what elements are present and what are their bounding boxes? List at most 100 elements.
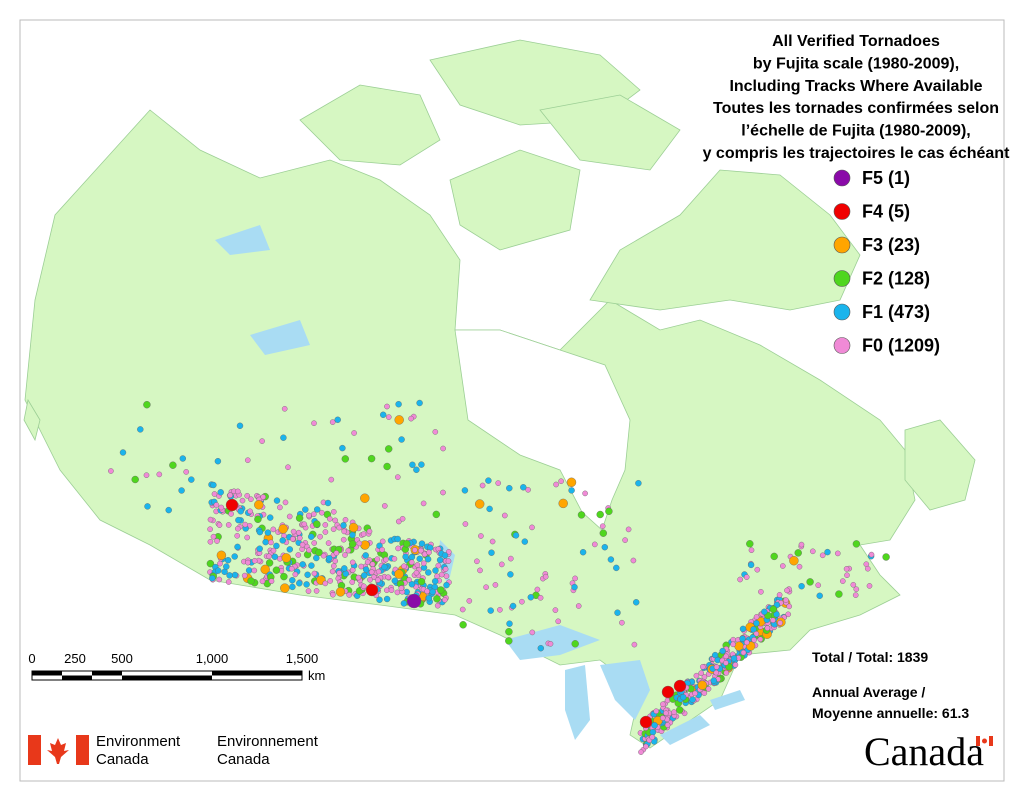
tornado-point bbox=[360, 531, 367, 537]
scale-unit: km bbox=[308, 668, 325, 683]
tornado-point bbox=[414, 562, 421, 568]
tornado-point bbox=[214, 567, 222, 574]
tornado-point bbox=[401, 563, 407, 570]
tornado-point bbox=[520, 484, 527, 491]
tornado-point bbox=[358, 563, 365, 570]
tornado-point bbox=[143, 401, 151, 409]
tornado-point bbox=[512, 532, 520, 539]
tornado-point bbox=[784, 587, 790, 594]
title-line: Toutes les tornades confirmées selon bbox=[713, 100, 999, 117]
tornado-point bbox=[505, 628, 513, 636]
tornado-point bbox=[234, 488, 241, 495]
tornado-point bbox=[810, 548, 816, 555]
tornado-point bbox=[730, 641, 736, 648]
flag-bar bbox=[976, 736, 980, 746]
tornado-point bbox=[295, 514, 304, 522]
tornado-point bbox=[479, 482, 486, 489]
tornado-point bbox=[272, 566, 281, 574]
tornado-point bbox=[334, 416, 341, 423]
tornado-point bbox=[391, 577, 398, 584]
tornado-point bbox=[214, 458, 222, 465]
tornado-point bbox=[306, 547, 312, 554]
average: Moyenne annuelle: 61.3 bbox=[812, 705, 969, 721]
tornado-point bbox=[260, 494, 267, 500]
land bbox=[23, 39, 976, 749]
tornado-point bbox=[285, 464, 291, 471]
tornado-point bbox=[798, 541, 805, 548]
tornado-point bbox=[475, 499, 485, 509]
tornado-point bbox=[317, 533, 323, 540]
tornado-point bbox=[527, 594, 534, 601]
tornado-point bbox=[239, 497, 246, 504]
tornado-point bbox=[277, 504, 283, 511]
tornado-point bbox=[865, 565, 871, 572]
tornado-point bbox=[384, 403, 390, 410]
tornado-point bbox=[660, 715, 666, 721]
lake bbox=[710, 690, 745, 710]
tornado-point bbox=[773, 611, 780, 618]
tornado-point bbox=[459, 606, 466, 613]
tornado-point bbox=[425, 594, 433, 602]
maple-leaf bbox=[47, 738, 69, 764]
tornado-point bbox=[575, 603, 582, 609]
tornado-point bbox=[498, 561, 505, 568]
tornado-point bbox=[268, 578, 275, 585]
title-line: l’échelle de Fujita (1980-2009), bbox=[741, 123, 970, 140]
wordmark-flag bbox=[976, 736, 993, 746]
tornado-point bbox=[280, 583, 290, 593]
tornado-point bbox=[207, 539, 214, 545]
tornado-point bbox=[558, 478, 564, 485]
tornado-point bbox=[840, 578, 846, 584]
flag-bar bbox=[989, 736, 993, 746]
tornado-point bbox=[322, 529, 329, 535]
tornado-point bbox=[398, 436, 405, 443]
tornado-point bbox=[383, 462, 391, 471]
tornado-point bbox=[364, 559, 371, 565]
tornado-point bbox=[234, 525, 241, 532]
tornado-point bbox=[388, 587, 395, 594]
tornado-point bbox=[739, 625, 747, 633]
tornado-point bbox=[245, 567, 253, 574]
tornado-point bbox=[278, 524, 288, 534]
tornado-point bbox=[619, 619, 625, 626]
tornado-point bbox=[326, 555, 333, 562]
tornado-point bbox=[429, 588, 436, 596]
legend-marker bbox=[833, 169, 851, 187]
tornado-point bbox=[394, 569, 404, 579]
tornado-point bbox=[420, 560, 427, 567]
tornado-point bbox=[210, 533, 217, 540]
tornado-point bbox=[605, 507, 613, 515]
tornado-point bbox=[441, 597, 448, 603]
tornado-point bbox=[330, 563, 337, 569]
tornado-point bbox=[349, 531, 356, 539]
tornado-point bbox=[288, 565, 295, 572]
tornado-point bbox=[643, 743, 649, 750]
tornado-point bbox=[850, 582, 857, 588]
tornado-point bbox=[777, 620, 783, 626]
tornado-point bbox=[607, 556, 615, 563]
tornado-point bbox=[406, 593, 422, 609]
tornado-point bbox=[566, 477, 577, 487]
tornado-point bbox=[320, 552, 327, 559]
tornado-point bbox=[853, 586, 860, 593]
tornado-point bbox=[336, 570, 343, 576]
tornado-point bbox=[345, 547, 352, 554]
tornado-point bbox=[270, 526, 277, 533]
scale-bar-segment bbox=[212, 671, 302, 676]
tornado-point bbox=[417, 577, 426, 586]
tornado-point bbox=[342, 570, 349, 577]
tornado-point bbox=[305, 588, 312, 594]
tornado-point bbox=[639, 715, 653, 729]
tornado-point bbox=[265, 559, 274, 567]
tornado-point bbox=[280, 572, 288, 581]
tornado-point bbox=[664, 722, 671, 728]
tornado-point bbox=[299, 541, 306, 548]
tornado-point bbox=[342, 517, 349, 523]
legend-label: F1 (473) bbox=[862, 302, 930, 322]
tornado-point bbox=[432, 578, 439, 585]
tornado-point bbox=[408, 415, 414, 422]
tornado-point bbox=[599, 523, 606, 530]
title: All Verified Tornadoes by Fujita scale (1… bbox=[703, 33, 1011, 162]
tornado-point bbox=[435, 562, 442, 569]
tornado-point bbox=[806, 578, 814, 586]
